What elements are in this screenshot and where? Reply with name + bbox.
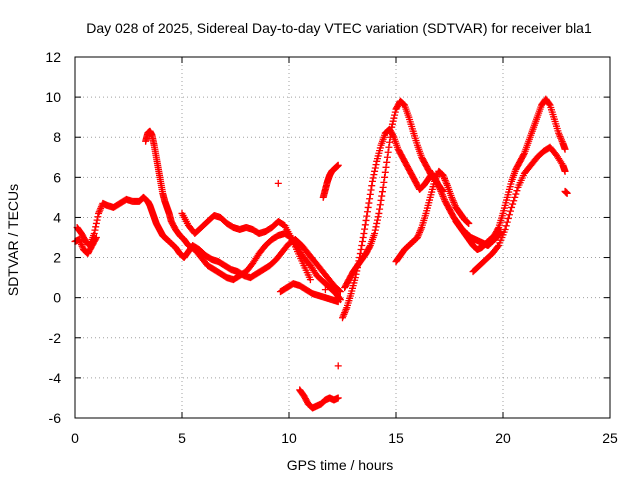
data-point: [373, 220, 380, 227]
data-point: [93, 220, 100, 227]
plot-frame: [75, 57, 610, 418]
series-prn-traces-a: [74, 194, 344, 295]
data-point: [366, 195, 373, 202]
data-point: [503, 222, 510, 229]
data-point: [375, 213, 382, 220]
data-point: [383, 159, 390, 166]
data-point: [92, 223, 99, 230]
x-tick-label: 0: [71, 430, 79, 446]
y-axis-label: SDTVAR / TECUs: [5, 184, 21, 296]
x-tick-label: 5: [178, 430, 186, 446]
data-point: [358, 242, 365, 249]
data-point: [363, 213, 370, 220]
data-point: [363, 217, 370, 224]
x-tick-label: 25: [602, 430, 618, 446]
y-tick-label: 10: [45, 89, 61, 105]
data-point: [372, 227, 379, 234]
data-point: [385, 144, 392, 151]
data-point: [379, 188, 386, 195]
data-point: [364, 208, 371, 215]
data-point: [91, 227, 98, 234]
axis-ticks: 0 5 10 15 20 25 -6 -4 -2 0 2 4 6 8 10 12: [45, 49, 618, 446]
data-point: [373, 223, 380, 230]
x-tick-label: 15: [388, 430, 404, 446]
x-axis-label: GPS time / hours: [287, 457, 394, 473]
series-prn-traces-b: [142, 128, 344, 303]
data-point: [377, 201, 384, 208]
y-tick-label: 6: [53, 169, 61, 185]
y-tick-label: 4: [53, 209, 61, 225]
data-point: [375, 210, 382, 217]
data-point: [365, 204, 372, 211]
data-point: [380, 179, 387, 186]
data-point: [383, 164, 390, 171]
data-point: [362, 221, 369, 228]
y-tick-label: -6: [49, 410, 62, 426]
data-point: [382, 169, 389, 176]
data-point: [509, 201, 516, 208]
data-point: [381, 174, 388, 181]
data-point: [384, 154, 391, 161]
data-point: [505, 215, 512, 222]
y-tick-label: 8: [53, 129, 61, 145]
y-tick-label: -2: [49, 330, 62, 346]
data-point: [507, 208, 514, 215]
data-point: [368, 187, 375, 194]
data-point: [378, 193, 385, 200]
data-point: [511, 194, 518, 201]
data-point: [275, 180, 282, 187]
x-tick-label: 10: [281, 430, 297, 446]
sdtvar-chart: Day 028 of 2025, Sidereal Day-to-day VTE…: [0, 0, 640, 480]
data-point: [368, 182, 375, 189]
y-tick-label: 12: [45, 49, 61, 65]
data-point: [94, 213, 101, 220]
data-point: [373, 161, 380, 168]
y-tick-label: -4: [49, 370, 62, 386]
data-point: [335, 362, 342, 369]
grid: [75, 57, 610, 418]
data-point: [376, 206, 383, 213]
data-point: [385, 149, 392, 156]
data-point: [367, 191, 374, 198]
data-point: [372, 164, 379, 171]
series-prn-traces-g: [393, 168, 473, 265]
data-point: [380, 184, 387, 191]
data-point: [365, 200, 372, 207]
data-point: [370, 175, 377, 182]
data-point: [504, 219, 511, 226]
y-tick-label: 0: [53, 290, 61, 306]
data-point: [361, 226, 368, 233]
series-prn-traces-h: [452, 96, 568, 253]
data-point: [512, 191, 519, 198]
data-point: [359, 238, 366, 245]
data-point: [371, 168, 378, 175]
data-point: [508, 204, 515, 211]
data-points: [72, 96, 571, 412]
data-point: [510, 197, 517, 204]
x-tick-label: 20: [495, 430, 511, 446]
y-tick-label: 2: [53, 250, 61, 266]
data-point: [360, 230, 367, 237]
chart-title: Day 028 of 2025, Sidereal Day-to-day VTE…: [86, 20, 592, 36]
data-point: [360, 234, 367, 241]
series-negative-segment: [296, 386, 342, 411]
data-point: [378, 197, 385, 204]
data-point: [369, 178, 376, 185]
series-short-rise: [320, 162, 342, 201]
